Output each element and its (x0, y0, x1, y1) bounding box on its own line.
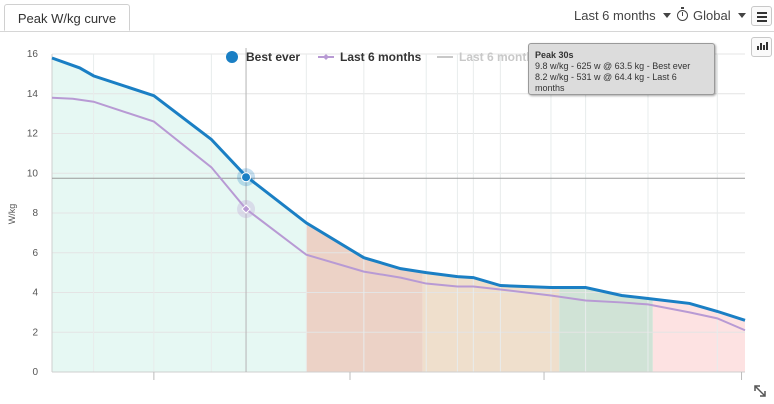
tab-bar: Peak W/kg curve Last 6 months Global (0, 0, 774, 32)
y-axis-label: W/kg (7, 204, 17, 225)
hamburger-icon-bar (757, 20, 767, 22)
y-tick-label: 12 (27, 129, 39, 140)
tab-peak-wkg-curve[interactable]: Peak W/kg curve (4, 4, 130, 31)
y-tick-label: 16 (27, 49, 39, 60)
highlight-point-last-6-months (241, 204, 251, 214)
legend-marker-last-6-months[interactable] (323, 54, 329, 60)
legend-label-hidden-series[interactable]: Last 6 months (459, 50, 541, 64)
hamburger-icon-bar (757, 16, 767, 18)
peak-wkg-chart[interactable]: 0 2 4 6 8 10 12 14 16 W/kg Best ever Last 6 month… (0, 32, 774, 404)
scope-dropdown[interactable]: Global (677, 6, 746, 24)
bar-chart-icon-bar (763, 45, 765, 50)
tooltip-line-best: 9.8 w/kg - 625 w @ 63.5 kg - Best ever (535, 61, 691, 71)
hamburger-icon-bar (757, 12, 767, 14)
zone-band-2 (306, 222, 423, 372)
resize-diagonal-icon[interactable] (752, 383, 768, 399)
tooltip-title: Peak 30s (535, 50, 574, 60)
zone-band-1 (52, 57, 307, 372)
legend-label-last-6-months[interactable]: Last 6 months (340, 50, 422, 64)
menu-button[interactable] (751, 6, 772, 26)
tooltip-line-recent: 8.2 w/kg - 531 w @ 64.4 kg - Last 6 mont… (535, 72, 677, 93)
zone-band-4 (559, 287, 653, 372)
tab-bar-divider (0, 31, 774, 32)
bar-chart-icon-bar (757, 46, 759, 50)
chart-type-button[interactable] (751, 37, 772, 57)
range-dropdown[interactable]: Last 6 months (574, 6, 671, 24)
zone-band-5 (652, 299, 745, 372)
y-tick-label: 8 (32, 208, 38, 219)
y-tick-label: 4 (32, 288, 38, 299)
scope-dropdown-label: Global (693, 7, 731, 23)
zone-band-3 (422, 272, 560, 372)
range-dropdown-label: Last 6 months (574, 7, 656, 23)
bar-chart-icon-bar (760, 43, 762, 50)
y-tick-label: 6 (32, 248, 38, 259)
series-line-best-ever (51, 56, 746, 322)
legend-label-best-ever[interactable]: Best ever (246, 50, 300, 64)
bar-chart-icon-bar (766, 42, 768, 50)
series-line-last-6-months (51, 96, 746, 332)
highlight-point-best-ever (241, 172, 252, 183)
chart-tooltip: Peak 30s 9.8 w/kg - 625 w @ 63.5 kg - Be… (528, 43, 715, 95)
stopwatch-icon (677, 6, 688, 21)
chevron-down-icon (662, 12, 671, 18)
y-tick-label: 10 (27, 168, 39, 179)
chevron-down-icon (737, 12, 746, 18)
y-tick-label: 2 (32, 327, 38, 338)
y-tick-label: 0 (32, 367, 38, 378)
legend-symbol-best-ever[interactable] (226, 51, 238, 63)
y-tick-label: 14 (27, 89, 39, 100)
